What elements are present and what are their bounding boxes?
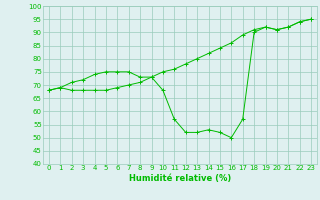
X-axis label: Humidité relative (%): Humidité relative (%) bbox=[129, 174, 231, 183]
